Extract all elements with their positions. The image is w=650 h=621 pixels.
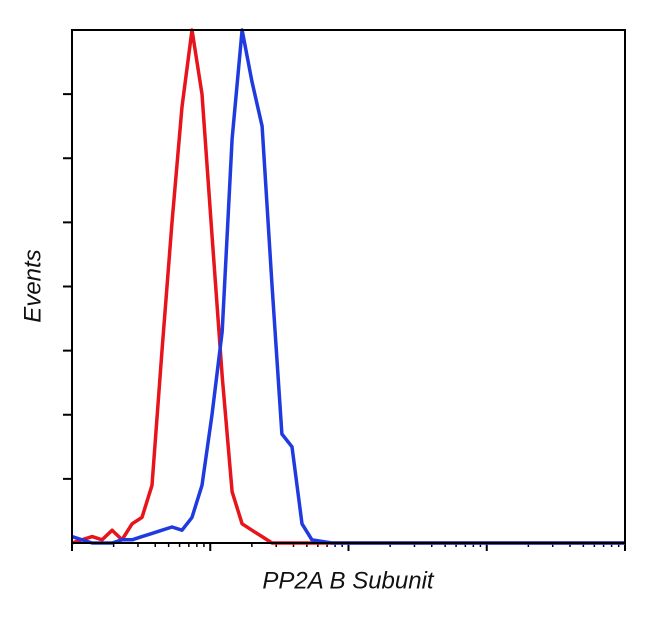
x-axis-label: PP2A B Subunit: [262, 567, 435, 594]
plot-frame: [71, 29, 626, 544]
histogram-line: [71, 28, 625, 545]
y-axis-label: Events: [19, 249, 46, 322]
histogram-line: [71, 28, 625, 545]
